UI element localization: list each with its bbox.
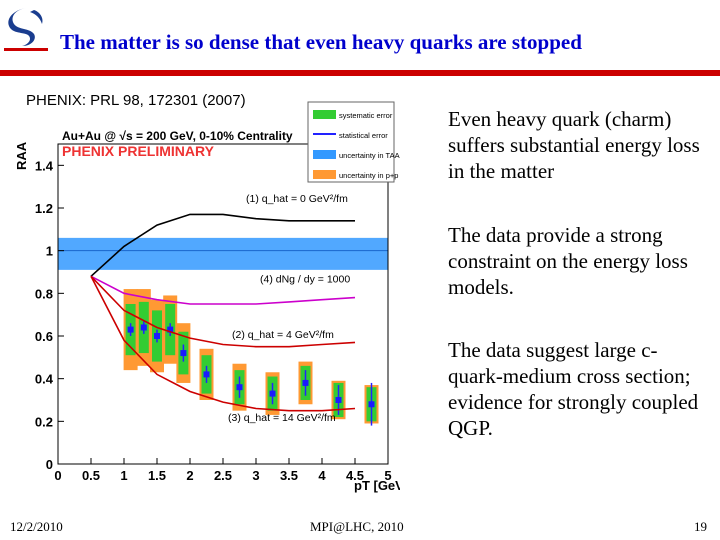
x-tick-label-0: 0: [54, 468, 61, 483]
legend-swatch-0: [313, 110, 336, 119]
footer-date: 12/2/2010: [10, 519, 63, 534]
data-point-3: [167, 326, 174, 333]
y-axis-label: RAA: [14, 141, 29, 170]
chart-header: Au+Au @ √s = 200 GeV, 0-10% Centrality: [62, 129, 293, 143]
x-tick-label-7: 3.5: [280, 468, 298, 483]
citation: PHENIX: PRL 98, 172301 (2007): [26, 92, 246, 109]
legend-swatch-3: [313, 170, 336, 179]
y-tick-label-6: 1.2: [35, 201, 53, 216]
y-tick-label-4: 0.8: [35, 286, 53, 301]
data-point-8: [302, 379, 309, 386]
x-tick-label-8: 4: [318, 468, 326, 483]
bullet-constraint: The data provide a strong constraint on …: [448, 223, 688, 299]
raa-chart: (1) q_hat = 0 GeV²/fm (4) dNg / dy = 1000…: [14, 101, 400, 493]
title-divider: [0, 70, 720, 76]
curve-label-2: (2) q_hat = 4 GeV²/fm: [232, 329, 334, 341]
x-tick-label-5: 2.5: [214, 468, 232, 483]
y-tick-label-2: 0.4: [35, 372, 54, 387]
y-tick-label-7: 1.4: [35, 158, 54, 173]
bullet-energy-loss: Even heavy quark (charm) suffers substan…: [448, 107, 700, 183]
footer-center: MPI@LHC, 2010: [310, 519, 404, 534]
y-tick-label-1: 0.2: [35, 414, 53, 429]
y-tick-label-0: 0: [46, 457, 53, 472]
curve-label-0: (1) q_hat = 0 GeV²/fm: [246, 193, 348, 205]
data-point-4: [180, 350, 187, 357]
data-point-10: [368, 401, 375, 408]
legend-label-2: uncertainty in TAA: [339, 151, 400, 160]
model-curve-3: [90, 275, 356, 412]
university-logo: [4, 8, 48, 51]
x-tick-label-6: 3: [252, 468, 259, 483]
model-curve-2: [90, 275, 356, 348]
x-axis-label: pT [GeV/c]: [354, 478, 400, 493]
data-point-5: [203, 371, 210, 378]
model-curve-0: [90, 213, 355, 277]
legend-label-1: statistical error: [339, 131, 388, 140]
curve-label-3: (3) q_hat = 14 GeV²/fm: [228, 412, 336, 424]
bullet-coupled-qgp: The data suggest large c-quark-medium cr…: [448, 338, 699, 440]
x-tick-label-4: 2: [186, 468, 193, 483]
taa-uncertainty-band: [58, 237, 388, 270]
y-tick-label-5: 1: [46, 244, 53, 259]
x-tick-label-2: 1: [120, 468, 127, 483]
y-tick-label-3: 0.6: [35, 329, 53, 344]
legend-swatch-2: [313, 150, 336, 159]
legend-label-0: systematic error: [339, 111, 393, 120]
data-point-9: [335, 397, 342, 403]
model-curve-1: [90, 275, 356, 305]
data-point-7: [269, 390, 276, 397]
legend-label-3: uncertainty in p+p ref.: [339, 171, 400, 180]
preliminary-label: PHENIX PRELIMINARY: [62, 143, 215, 159]
data-point-2: [154, 333, 160, 339]
page-number: 19: [694, 519, 707, 534]
x-tick-label-3: 1.5: [148, 468, 166, 483]
data-point-0: [127, 326, 134, 333]
x-tick-label-10: 5: [384, 468, 391, 483]
slide-title: The matter is so dense that even heavy q…: [60, 30, 582, 54]
data-point-6: [236, 384, 243, 391]
x-tick-label-9: 4.5: [346, 468, 364, 483]
x-tick-label-1: 0.5: [82, 468, 100, 483]
curve-label-1: (4) dNg / dy = 1000: [260, 274, 350, 286]
data-point-1: [140, 324, 147, 331]
